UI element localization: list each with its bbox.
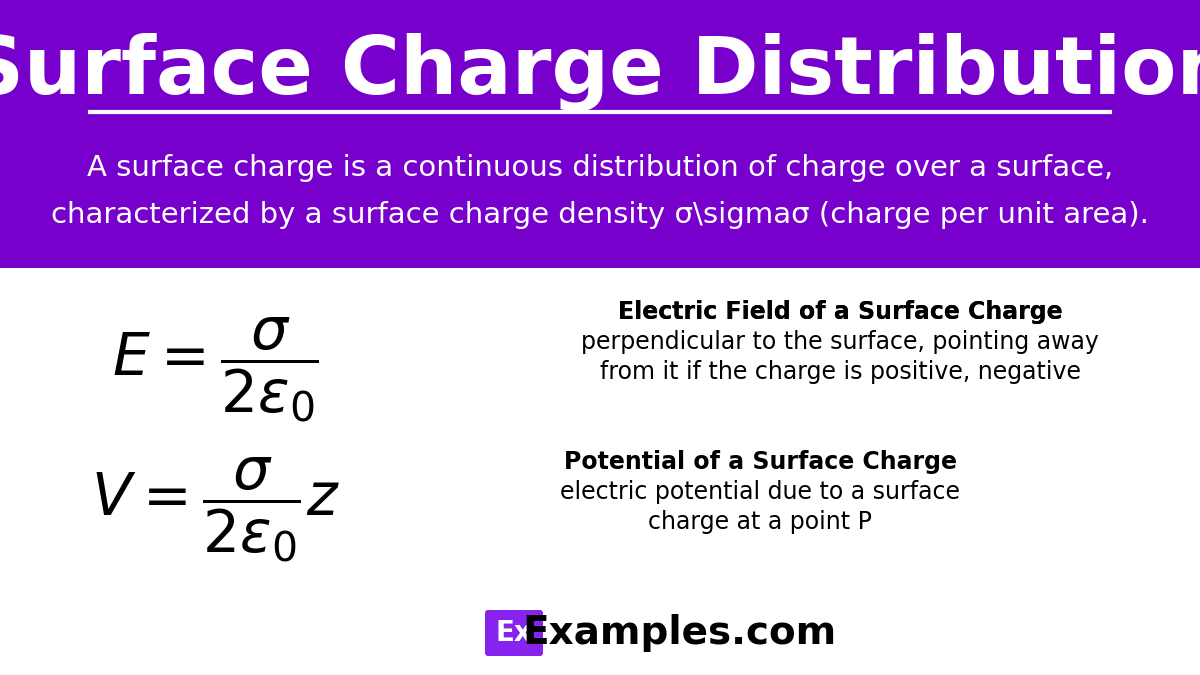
Text: Electric Field of a Surface Charge: Electric Field of a Surface Charge bbox=[618, 300, 1062, 324]
FancyBboxPatch shape bbox=[485, 610, 542, 656]
Text: Examples.com: Examples.com bbox=[523, 614, 838, 652]
Text: Electric Field of a Surface Charge: This field is: Electric Field of a Surface Charge: This… bbox=[570, 300, 1110, 324]
Text: charge at a point P: charge at a point P bbox=[648, 510, 872, 534]
Text: $E = \dfrac{\sigma}{2\epsilon_0}$: $E = \dfrac{\sigma}{2\epsilon_0}$ bbox=[112, 315, 318, 425]
Text: from it if the charge is positive, negative: from it if the charge is positive, negat… bbox=[600, 360, 1080, 384]
Text: Potential of a Surface Charge: Potential of a Surface Charge bbox=[564, 450, 956, 474]
Text: characterized by a surface charge density σ\sigmaσ (charge per unit area).: characterized by a surface charge densit… bbox=[52, 201, 1148, 229]
Text: Ex: Ex bbox=[496, 619, 533, 647]
Text: electric potential due to a surface: electric potential due to a surface bbox=[560, 480, 960, 504]
Text: $V = \dfrac{\sigma}{2\epsilon_0}z$: $V = \dfrac{\sigma}{2\epsilon_0}z$ bbox=[90, 456, 340, 564]
Text: Surface Charge Distribution: Surface Charge Distribution bbox=[0, 33, 1200, 111]
Text: Electric Field of a Surface Charge: Electric Field of a Surface Charge bbox=[618, 300, 1062, 324]
Text: perpendicular to the surface, pointing away: perpendicular to the surface, pointing a… bbox=[581, 330, 1099, 354]
FancyBboxPatch shape bbox=[0, 0, 1200, 268]
Text: A surface charge is a continuous distribution of charge over a surface,: A surface charge is a continuous distrib… bbox=[86, 154, 1114, 182]
